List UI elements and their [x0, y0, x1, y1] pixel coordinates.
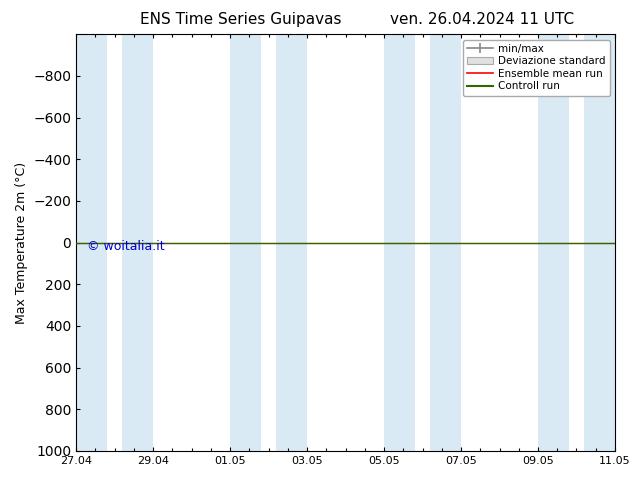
Bar	[584, 34, 615, 451]
Bar	[230, 34, 261, 451]
Bar	[384, 34, 415, 451]
Bar	[430, 34, 461, 451]
Text: ven. 26.04.2024 11 UTC: ven. 26.04.2024 11 UTC	[390, 12, 574, 27]
Bar	[76, 34, 107, 451]
Legend: min/max, Deviazione standard, Ensemble mean run, Controll run: min/max, Deviazione standard, Ensemble m…	[463, 40, 610, 96]
Y-axis label: Max Temperature 2m (°C): Max Temperature 2m (°C)	[15, 162, 28, 323]
Bar	[122, 34, 153, 451]
Bar	[538, 34, 569, 451]
Bar	[276, 34, 307, 451]
Text: © woitalia.it: © woitalia.it	[87, 241, 164, 253]
Text: ENS Time Series Guipavas: ENS Time Series Guipavas	[140, 12, 342, 27]
